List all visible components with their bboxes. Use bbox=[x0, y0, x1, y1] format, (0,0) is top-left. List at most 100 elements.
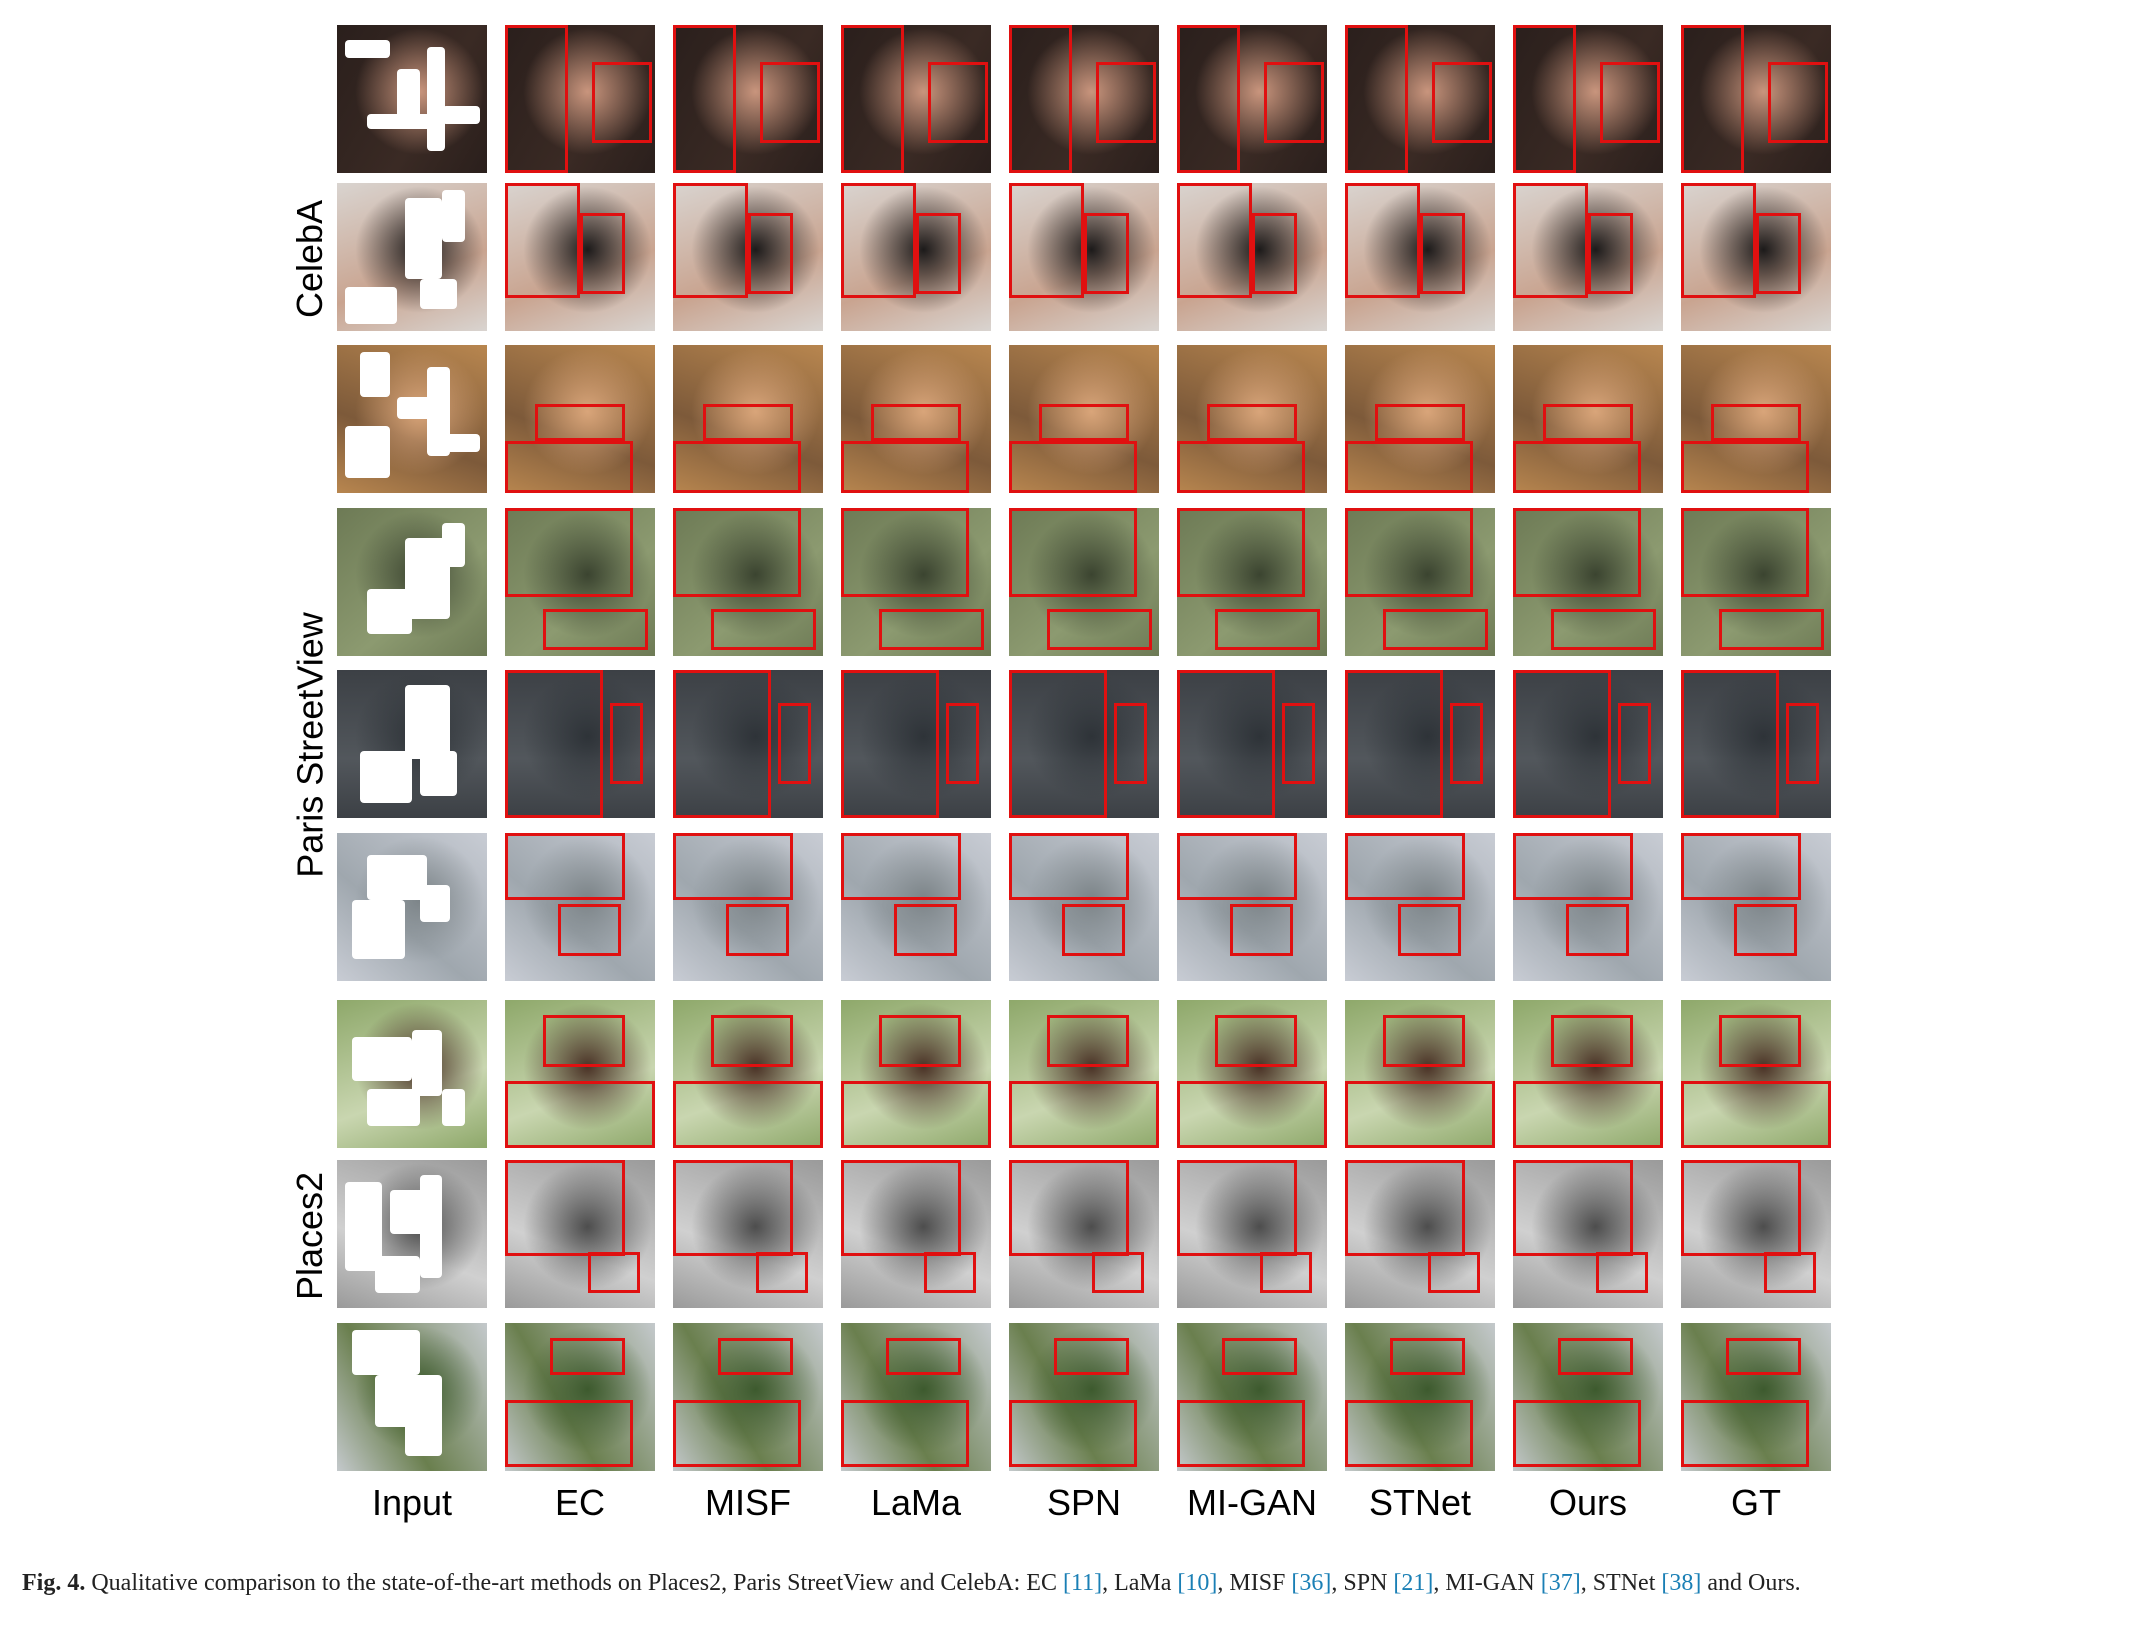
result-image-spn bbox=[1009, 25, 1159, 173]
ref-stnet-link[interactable]: [38] bbox=[1661, 1570, 1702, 1596]
zoom-inset-box bbox=[841, 25, 904, 173]
zoom-source-box bbox=[748, 212, 793, 294]
zoom-source-box bbox=[1618, 702, 1651, 784]
ref-spn-link[interactable]: [21] bbox=[1393, 1570, 1434, 1596]
scene-street-wall-door bbox=[1009, 670, 1159, 818]
zoom-source-box bbox=[1513, 1399, 1641, 1467]
zoom-inset-box bbox=[1681, 508, 1809, 597]
hole-mask bbox=[367, 113, 435, 129]
zoom-inset-box bbox=[1177, 670, 1275, 818]
result-image-misf bbox=[673, 183, 823, 331]
zoom-source-box bbox=[923, 1251, 976, 1294]
result-image-mi-gan bbox=[1177, 183, 1327, 331]
column-label-ours: Ours bbox=[1548, 1482, 1627, 1523]
hole-mask bbox=[344, 39, 390, 58]
result-image-mi-gan bbox=[1177, 1000, 1327, 1148]
zoom-source-box bbox=[928, 62, 988, 144]
zoom-inset-box bbox=[1513, 508, 1641, 597]
zoom-source-box bbox=[1264, 62, 1324, 144]
zoom-source-box bbox=[778, 702, 811, 784]
scene-face-bald-man bbox=[841, 25, 991, 173]
result-image-spn bbox=[1009, 1323, 1159, 1471]
result-image-stnet bbox=[1345, 1160, 1495, 1308]
zoom-source-box bbox=[1786, 702, 1819, 784]
hole-mask bbox=[419, 884, 450, 922]
zoom-source-box bbox=[1091, 1251, 1144, 1294]
zoom-inset-box bbox=[505, 1160, 625, 1257]
zoom-inset-box bbox=[542, 1014, 625, 1067]
zoom-inset-box bbox=[1345, 670, 1443, 818]
result-image-ours bbox=[1513, 183, 1663, 331]
figure-caption: Fig. 4. Qualitative comparison to the st… bbox=[22, 1567, 2112, 1599]
column-label-stnet: STNet bbox=[1368, 1482, 1472, 1523]
result-image-lama bbox=[841, 1000, 991, 1148]
zoom-source-box bbox=[841, 1399, 969, 1467]
caption-text: , SPN bbox=[1331, 1570, 1388, 1596]
hole-mask bbox=[359, 751, 412, 804]
result-image-ec bbox=[505, 1000, 655, 1148]
column-label-lama: LaMa bbox=[870, 1482, 962, 1523]
hole-mask bbox=[404, 684, 450, 759]
zoom-source-box bbox=[1756, 212, 1801, 294]
scene-street-wall-door bbox=[841, 670, 991, 818]
hole-mask bbox=[352, 1037, 412, 1082]
zoom-inset-box bbox=[1009, 670, 1107, 818]
result-image-spn bbox=[1009, 183, 1159, 331]
zoom-source-box bbox=[1214, 608, 1320, 651]
zoom-source-box bbox=[841, 1081, 991, 1148]
result-image-ours bbox=[1513, 1323, 1663, 1471]
ref-migan-link[interactable]: [37] bbox=[1540, 1570, 1581, 1596]
zoom-source-box bbox=[725, 904, 789, 956]
caption-text: , LaMa bbox=[1102, 1570, 1172, 1596]
result-image-input bbox=[337, 1160, 487, 1308]
scene-place-bw-stairs bbox=[1681, 1160, 1831, 1308]
dataset-label-paris-streetview: Paris StreetView bbox=[289, 611, 331, 878]
zoom-inset-box bbox=[1681, 183, 1756, 299]
result-image-ec bbox=[505, 1160, 655, 1308]
hole-mask bbox=[397, 396, 435, 419]
zoom-source-box bbox=[760, 62, 820, 144]
scene-street-wall-door bbox=[1345, 670, 1495, 818]
zoom-source-box bbox=[1345, 1399, 1473, 1467]
result-image-gt bbox=[1681, 670, 1831, 818]
zoom-inset-box bbox=[1681, 1160, 1801, 1257]
hole-mask bbox=[344, 1182, 382, 1271]
ref-misf-link[interactable]: [36] bbox=[1291, 1570, 1332, 1596]
ref-lama-link[interactable]: [10] bbox=[1177, 1570, 1218, 1596]
zoom-inset-box bbox=[1177, 833, 1297, 900]
zoom-source-box bbox=[1382, 608, 1488, 651]
result-image-ec bbox=[505, 833, 655, 981]
zoom-inset-box bbox=[1681, 670, 1779, 818]
zoom-source-box bbox=[1061, 904, 1125, 956]
scene-face-bald-man bbox=[505, 25, 655, 173]
scene-place-roof-leaves bbox=[673, 1000, 823, 1148]
ref-ec-link[interactable]: [11] bbox=[1062, 1570, 1103, 1596]
zoom-source-box bbox=[505, 1399, 633, 1467]
scene-place-bw-stairs bbox=[841, 1160, 991, 1308]
result-image-gt bbox=[1681, 345, 1831, 493]
zoom-source-box bbox=[1600, 62, 1660, 144]
result-image-ec bbox=[505, 345, 655, 493]
result-image-mi-gan bbox=[1177, 833, 1327, 981]
result-image-misf bbox=[673, 833, 823, 981]
scene-place-roof-leaves bbox=[1177, 1000, 1327, 1148]
zoom-source-box bbox=[673, 1081, 823, 1148]
scene-place-roof-leaves bbox=[1681, 1000, 1831, 1148]
result-image-stnet bbox=[1345, 508, 1495, 656]
zoom-source-box bbox=[1550, 608, 1656, 651]
zoom-inset-box bbox=[673, 670, 771, 818]
zoom-source-box bbox=[1432, 62, 1492, 144]
result-image-ours bbox=[1513, 25, 1663, 173]
result-image-lama bbox=[841, 1160, 991, 1308]
result-image-stnet bbox=[1345, 25, 1495, 173]
scene-street-wall-door bbox=[1681, 670, 1831, 818]
result-image-stnet bbox=[1345, 833, 1495, 981]
hole-mask bbox=[344, 426, 390, 479]
result-image-lama bbox=[841, 1323, 991, 1471]
scene-street-wall-door bbox=[673, 670, 823, 818]
zoom-inset-box bbox=[1009, 508, 1137, 597]
zoom-inset-box bbox=[535, 404, 625, 442]
scene-face-bald-man bbox=[1177, 25, 1327, 173]
zoom-inset-box bbox=[841, 183, 916, 299]
result-image-misf bbox=[673, 1160, 823, 1308]
